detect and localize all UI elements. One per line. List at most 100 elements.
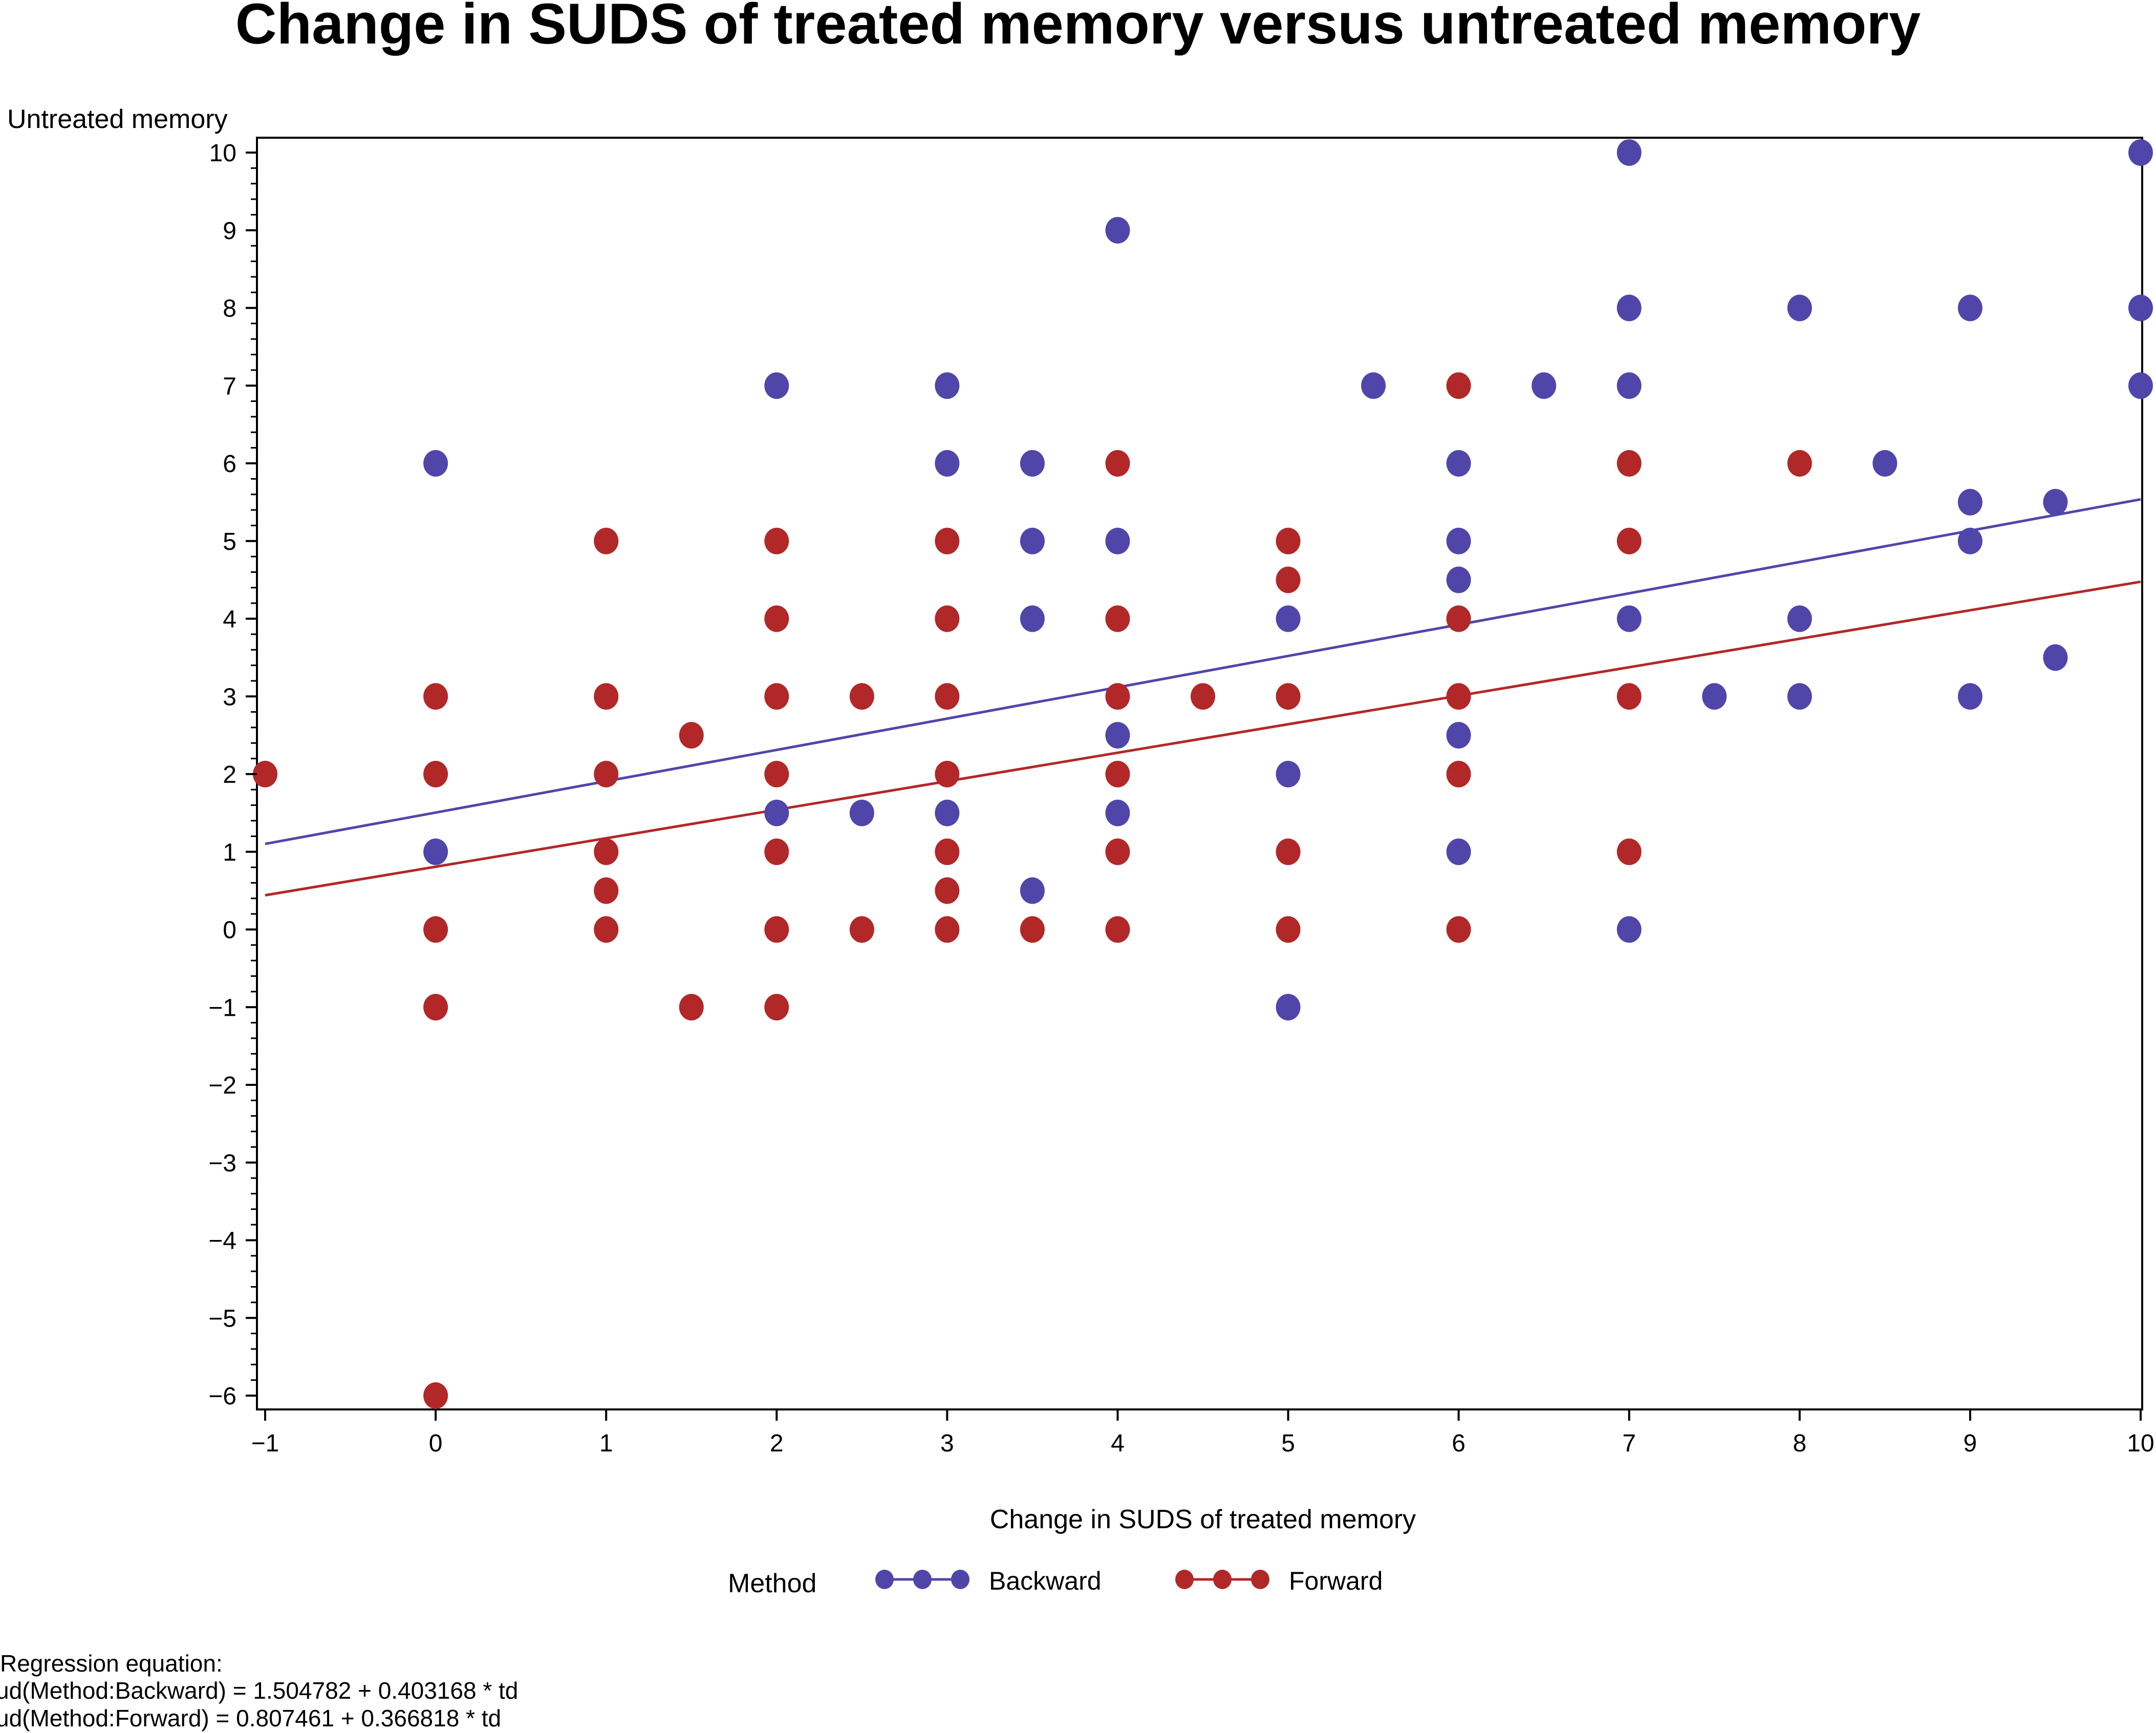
data-point-forward	[935, 838, 960, 865]
data-point-backward	[423, 838, 448, 865]
data-point-forward	[1105, 838, 1130, 865]
data-point-forward	[594, 761, 619, 787]
plot-frame	[256, 137, 2143, 1410]
data-point-backward	[1957, 683, 1982, 710]
y-tick-label: −4	[208, 1228, 236, 1255]
data-point-backward	[2043, 644, 2068, 671]
data-point-backward	[1616, 916, 1642, 943]
data-point-forward	[594, 527, 619, 554]
y-tick-label: −6	[208, 1383, 236, 1410]
data-point-forward	[594, 683, 619, 710]
data-point-forward	[679, 722, 704, 749]
data-point-backward	[935, 450, 960, 477]
data-point-backward	[849, 799, 874, 826]
x-axis-ticks: −1 0 1 2 3 4 5 6 7 8 9 10	[251, 1409, 2154, 1457]
legend-marker-backward	[951, 1570, 969, 1589]
data-point-backward	[2128, 139, 2153, 166]
data-point-backward	[1105, 799, 1130, 826]
data-point-forward	[1616, 450, 1642, 477]
data-point-forward	[935, 527, 960, 554]
data-point-forward	[594, 838, 619, 865]
data-point-forward	[1276, 916, 1301, 943]
data-point-backward	[1276, 994, 1301, 1021]
y-tick-label: 10	[209, 140, 236, 167]
legend-marker-forward	[1175, 1570, 1194, 1589]
data-point-forward	[253, 761, 277, 787]
data-point-forward	[1616, 838, 1642, 865]
x-tick-label: 8	[1793, 1430, 1806, 1457]
y-tick-label: −1	[208, 994, 236, 1021]
data-point-backward	[1872, 450, 1898, 477]
data-point-backward	[935, 372, 960, 399]
x-tick-label: 0	[429, 1430, 443, 1457]
data-point-backward	[1446, 838, 1471, 865]
y-tick-label: 9	[223, 218, 236, 245]
data-point-backward	[423, 450, 448, 477]
data-point-backward	[1787, 294, 1812, 322]
data-point-forward	[935, 877, 960, 904]
x-tick-label: −1	[251, 1430, 279, 1457]
data-point-forward	[1191, 683, 1215, 710]
data-point-forward	[423, 1382, 448, 1409]
x-tick-label: 6	[1452, 1430, 1465, 1457]
data-point-backward	[1702, 683, 1727, 710]
data-point-forward	[764, 916, 789, 943]
data-point-forward	[1446, 372, 1471, 399]
data-point-backward	[1616, 605, 1642, 632]
data-point-backward	[2128, 372, 2153, 399]
data-point-backward	[1276, 761, 1301, 787]
x-tick-label: 1	[599, 1430, 613, 1457]
data-point-backward	[1787, 605, 1812, 632]
legend-label-backward: Backward	[989, 1567, 1102, 1595]
data-point-forward	[1446, 605, 1471, 632]
data-point-forward	[423, 761, 448, 787]
data-point-backward	[1361, 372, 1386, 399]
y-tick-label: 2	[223, 761, 236, 788]
data-point-backward	[1616, 294, 1642, 322]
x-tick-label: 4	[1111, 1430, 1125, 1457]
data-point-backward	[1276, 605, 1301, 632]
y-axis-ticks: −6 −5 −4 −3 −2 −1 0 1 2 3 4 5 6 7 8 9 10	[208, 140, 257, 1410]
data-point-forward	[764, 761, 789, 787]
data-point-forward	[594, 916, 619, 943]
data-point-forward	[1446, 683, 1471, 710]
y-tick-label: 5	[223, 528, 236, 555]
y-tick-label: 0	[223, 917, 236, 944]
legend-label-forward: Forward	[1289, 1567, 1383, 1595]
data-point-forward	[1616, 527, 1642, 554]
data-point-backward	[1446, 722, 1471, 749]
data-point-backward	[1105, 722, 1130, 749]
legend-title: Method	[728, 1569, 816, 1598]
x-tick-label: 10	[2127, 1430, 2154, 1457]
data-point-backward	[1532, 372, 1557, 399]
regression-line-forward	[265, 580, 2141, 897]
footnote-backward-equation: ud(Method:Backward) = 1.504782 + 0.40316…	[0, 1677, 518, 1704]
y-tick-label: 6	[223, 451, 236, 478]
y-axis-label: Untreated memory	[7, 104, 228, 134]
data-point-forward	[1105, 683, 1130, 710]
data-point-forward	[1105, 761, 1130, 787]
data-point-forward	[764, 838, 789, 865]
legend-marker-backward	[875, 1570, 894, 1589]
data-point-forward	[1446, 761, 1471, 787]
data-point-forward	[679, 994, 704, 1021]
data-point-forward	[935, 683, 960, 710]
data-point-backward	[1020, 877, 1045, 904]
data-point-forward	[764, 683, 789, 710]
data-point-backward	[1020, 527, 1045, 554]
y-tick-label: −3	[208, 1150, 236, 1177]
data-point-forward	[1105, 605, 1130, 632]
y-tick-label: 3	[223, 683, 236, 711]
data-point-forward	[764, 994, 789, 1021]
data-point-forward	[764, 527, 789, 554]
data-point-backward	[1105, 527, 1130, 554]
data-point-forward	[1787, 450, 1812, 477]
y-tick-label: −5	[208, 1305, 236, 1332]
data-point-backward	[1616, 372, 1642, 399]
y-tick-label: 7	[223, 373, 236, 400]
regression-lines	[265, 498, 2141, 897]
data-point-backward	[935, 799, 960, 826]
data-point-forward	[935, 916, 960, 943]
regression-footnote: Regression equation: ud(Method:Backward)…	[0, 1650, 518, 1731]
